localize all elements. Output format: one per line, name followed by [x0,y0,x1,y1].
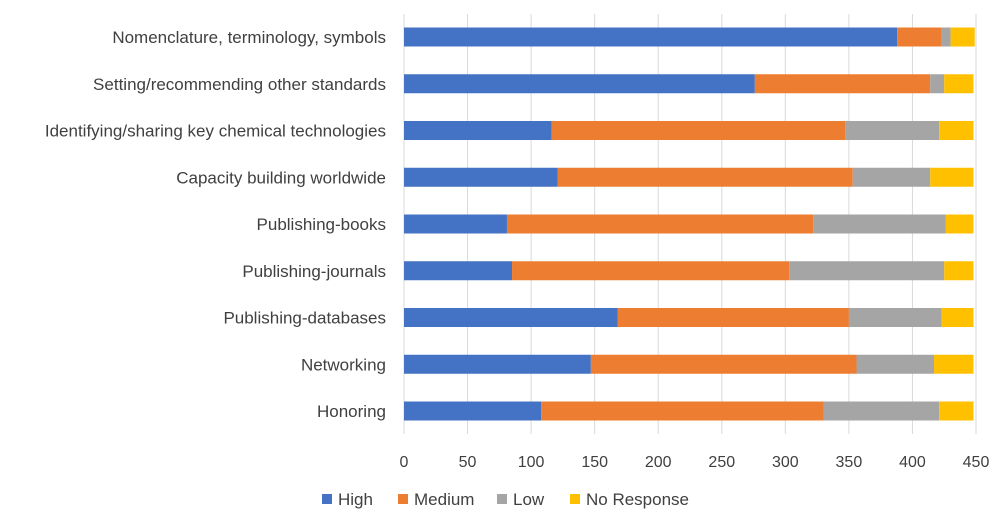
bar-segment-no-response [945,214,974,234]
bar-segment-no-response [950,27,975,47]
legend-swatch [322,494,332,504]
bar-segment-medium [506,214,814,234]
x-tick-label: 450 [963,454,990,471]
x-tick-label: 50 [459,454,477,471]
x-tick-label: 150 [581,454,608,471]
bar-segment-no-response [930,167,974,187]
bar-segment-high [404,261,513,281]
bar-segment-no-response [934,354,974,374]
x-tick-label: 0 [400,454,409,471]
bar-segment-no-response [944,74,974,94]
bar-segment-high [404,308,618,327]
bar-segment-medium [617,308,849,327]
bar-segment-high [404,354,591,374]
category-label: Honoring [317,402,386,421]
category-label: Setting/recommending other standards [93,75,386,94]
bar-segment-medium [754,74,931,94]
category-label: Publishing-databases [223,309,386,328]
category-label: Capacity building worldwide [176,168,386,187]
bar-segment-medium [512,261,790,281]
x-tick-label: 400 [899,454,926,471]
bar-segment-low [848,308,942,327]
bar-segment-no-response [939,121,974,140]
legend-swatch [570,494,580,504]
bar-segment-no-response [939,401,974,421]
bar-segment-low [941,27,951,47]
legend: High Medium Low No Response [322,490,689,509]
bar-segment-no-response [941,308,974,327]
legend-swatch [398,494,408,504]
bar-segment-low [823,401,940,421]
x-tick-labels: 0 50 100 150 200 250 300 350 400 450 [400,454,990,471]
bar-segment-medium [551,121,846,140]
bar-segment-high [404,214,507,234]
x-tick-label: 350 [836,454,863,471]
bars [404,27,975,421]
legend-label: Medium [414,490,474,509]
legend-label: High [338,490,373,509]
bar-segment-medium [541,401,824,421]
bar-segment-high [404,401,542,421]
bar-segment-low [789,261,945,281]
x-tick-label: 300 [772,454,799,471]
bar-segment-low [813,214,946,234]
legend-label: Low [513,490,545,509]
bar-segment-high [404,121,552,140]
category-label: Identifying/sharing key chemical technol… [45,122,386,141]
category-label: Publishing-journals [242,262,386,281]
bar-segment-low [852,167,931,187]
x-tick-label: 200 [645,454,672,471]
bar-segment-high [404,27,898,47]
bar-segment-medium [557,167,853,187]
bar-segment-low [930,74,945,94]
x-tick-label: 250 [708,454,735,471]
bar-segment-high [404,74,755,94]
x-tick-label: 100 [518,454,545,471]
category-labels: Nomenclature, terminology, symbols Settin… [45,28,386,421]
bar-segment-low [845,121,940,140]
bar-segment-high [404,167,558,187]
category-label: Networking [301,355,386,374]
bar-segment-no-response [944,261,974,281]
category-label: Publishing-books [257,215,386,234]
legend-label: No Response [586,490,689,509]
bar-segment-medium [897,27,942,47]
category-label: Nomenclature, terminology, symbols [112,28,386,47]
legend-swatch [497,494,507,504]
bar-segment-medium [590,354,857,374]
bar-segment-low [856,354,935,374]
